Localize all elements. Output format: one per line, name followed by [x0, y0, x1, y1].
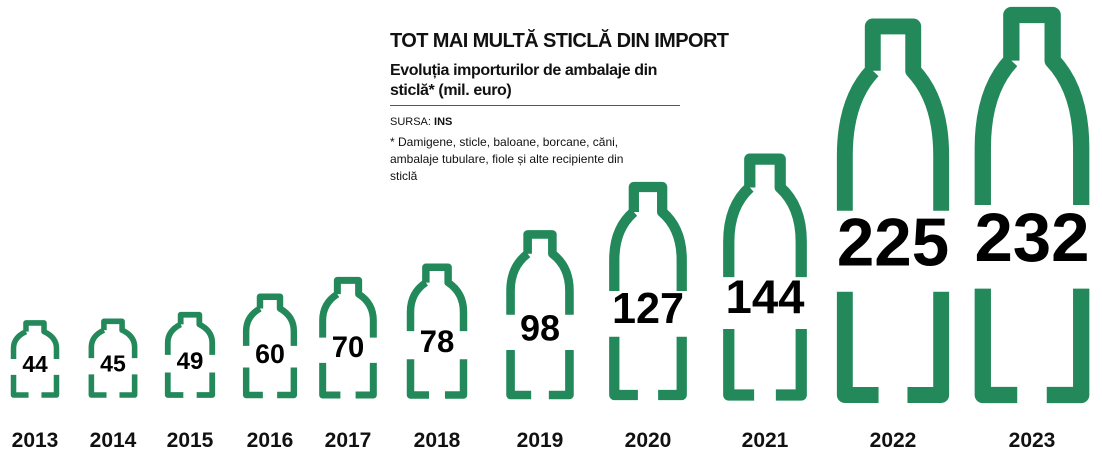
chart-title: TOT MAI MULTĂ STICLĂ DIN IMPORT: [390, 30, 729, 52]
value-label: 44: [22, 351, 48, 377]
x-tick-label: 2017: [325, 429, 372, 452]
value-label: 78: [420, 324, 455, 359]
source-label: SURSA:: [390, 116, 431, 128]
bottle: [164, 311, 216, 398]
info-block: TOT MAI MULTĂ STICLĂ DIN IMPORT Evoluția…: [390, 30, 745, 185]
bottle: [319, 276, 377, 399]
x-tick-label: 2021: [742, 429, 789, 452]
value-label: 144: [725, 271, 805, 324]
x-tick-label: 2013: [12, 429, 59, 452]
value-label: 45: [100, 351, 126, 377]
bottle: [723, 153, 807, 401]
value-label: 127: [612, 285, 684, 333]
x-tick-label: 2020: [625, 429, 672, 452]
value-label: 232: [974, 199, 1089, 276]
value-label: 98: [520, 307, 560, 348]
bottle: [506, 230, 574, 400]
x-tick-label: 2022: [870, 429, 917, 452]
bottle: [974, 6, 1090, 404]
x-tick-label: 2023: [1009, 429, 1056, 452]
x-tick-label: 2016: [247, 429, 294, 452]
x-tick-label: 2014: [90, 429, 137, 452]
bottle: [406, 263, 468, 399]
bottle: [88, 318, 138, 398]
value-label: 70: [332, 332, 364, 364]
value-label: 225: [837, 205, 949, 280]
bottle: [609, 181, 687, 401]
source: SURSA: INS: [390, 116, 745, 128]
value-label: 60: [255, 339, 285, 369]
chart-subtitle: Evoluția importurilor de ambalaje din st…: [390, 61, 680, 106]
x-tick-label: 2018: [414, 429, 461, 452]
bottle: [242, 293, 298, 399]
x-tick-label: 2015: [167, 429, 214, 452]
note: * Damigene, sticle, baloane, borcane, că…: [390, 135, 624, 183]
x-tick-label: 2019: [517, 429, 564, 452]
bottle: [836, 18, 950, 403]
value-label: 49: [177, 348, 204, 375]
bottle: [10, 320, 60, 398]
source-name: INS: [434, 116, 453, 128]
